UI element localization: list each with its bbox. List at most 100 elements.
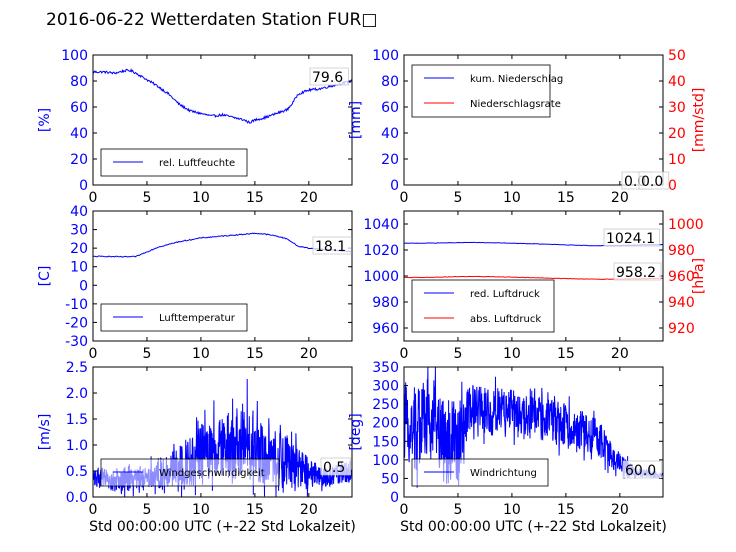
legend: Windrichtung	[411, 458, 549, 487]
y-tick-label: 0	[390, 490, 399, 506]
x-tick-label: 5	[142, 190, 151, 206]
last-value-box	[312, 236, 352, 255]
last-value-box	[309, 67, 349, 86]
plot-frame	[92, 366, 353, 498]
legend-label: Windgeschwindigkeit	[159, 468, 265, 479]
legend-frame	[411, 64, 551, 118]
last-value-label: 60.0	[625, 463, 656, 479]
y2-tick-label: 30	[668, 100, 686, 116]
legend-label: red. Luftdruck	[470, 289, 540, 300]
x-tick-label: 20	[300, 346, 318, 362]
y-tick-label: 20	[70, 152, 88, 168]
y-tick-label: 2.0	[66, 386, 88, 402]
legend: Windgeschwindigkeit	[100, 458, 280, 487]
y-tick-label: -10	[65, 297, 88, 313]
x-tick-label: 20	[300, 502, 318, 518]
x-tick-label: 5	[453, 346, 462, 362]
y-tick-label: 100	[61, 48, 88, 64]
y2-tick-label: 960	[668, 269, 695, 285]
y-tick-label: 1040	[363, 217, 399, 233]
panel-4: 0 5 10 15 20 960 980 1000 1020 1040 920 940 960 980 10…	[363, 210, 707, 362]
x-tick-label: 5	[453, 190, 462, 206]
y-tick-label: 60	[381, 100, 399, 116]
x-tick-label: 0	[400, 502, 409, 518]
y-tick-label: 20	[381, 152, 399, 168]
y-tick-label: 2.5	[66, 360, 88, 376]
series-line-1	[93, 232, 352, 258]
y2-axis-label: [hPa]	[691, 258, 707, 294]
plot-frame	[403, 366, 664, 498]
x-tick-label: 20	[611, 502, 629, 518]
y-tick-label: 40	[381, 126, 399, 142]
legend-label: Niederschlagsrate	[470, 99, 561, 110]
y-tick-label: 40	[70, 204, 88, 220]
x-tick-label: 10	[503, 190, 521, 206]
y-tick-label: 20	[70, 241, 88, 257]
y-tick-label: 40	[70, 126, 88, 142]
legend-label: rel. Luftfeuchte	[159, 158, 235, 169]
legend-label: Windrichtung	[470, 468, 537, 479]
y-axis-label: [m/s]	[37, 414, 53, 451]
x-tick-label: 0	[400, 346, 409, 362]
panel-1: 0 5 10 15 20 0 20 40 60 80 100 [%] rel. Luftfeuchte 7…	[37, 48, 353, 206]
x-tick-label: 0	[89, 190, 98, 206]
x-tick-label: 5	[453, 502, 462, 518]
legend-label: abs. Luftdruck	[470, 314, 541, 325]
y-tick-label: 0	[79, 178, 88, 194]
legend-frame	[411, 279, 555, 333]
y-tick-label: -20	[65, 315, 88, 331]
y-tick-label: 100	[372, 48, 399, 64]
x-tick-label: 15	[557, 502, 575, 518]
y2-tick-label: 0	[668, 178, 677, 194]
y2-tick-label: 920	[668, 321, 695, 337]
y-tick-label: 300	[372, 379, 399, 395]
y2-tick-label: 10	[668, 152, 686, 168]
y-tick-label: 200	[372, 416, 399, 432]
legend: Lufttemperatur	[100, 303, 248, 332]
x-tick-label: 5	[142, 502, 151, 518]
x-tick-label: 0	[400, 190, 409, 206]
y2-tick-label: 980	[668, 243, 695, 259]
figure-title: 2016-06-22 Wetterdaten Station FUR□	[46, 10, 377, 30]
x-tick-label: 15	[246, 346, 264, 362]
panel-5: 0 5 10 15 20 0.0 0.5 1.0 1.5 2.0 2.5 [m/s] Std 00:00…	[37, 360, 356, 535]
legend: kum. Niederschlag Niederschlagsrate	[411, 64, 563, 118]
y-tick-label: 0	[79, 278, 88, 294]
last-value-box	[622, 460, 662, 479]
y-tick-label: 1.0	[66, 438, 88, 454]
panel-3: 0 5 10 15 20 -30 -20 -10 0 10 20 30 40 [C] Lufttempera…	[37, 204, 353, 362]
x-tick-label: 15	[246, 190, 264, 206]
x-tick-label: 10	[192, 502, 210, 518]
y-axis-label: [C]	[37, 266, 53, 287]
y-tick-label: 980	[372, 295, 399, 311]
y-tick-label: -30	[65, 334, 88, 350]
last-value-label: 18.1	[315, 239, 346, 255]
plot-frame	[403, 54, 664, 186]
y-tick-label: 1020	[363, 243, 399, 259]
x-tick-label: 15	[557, 346, 575, 362]
x-tick-label: 20	[611, 190, 629, 206]
legend-label: kum. Niederschlag	[470, 74, 563, 85]
x-tick-label: 20	[611, 346, 629, 362]
y-tick-label: 100	[372, 453, 399, 469]
series-group	[93, 68, 352, 125]
x-tick-label: 5	[142, 346, 151, 362]
x-tick-label: 10	[192, 346, 210, 362]
y-tick-label: 0.0	[66, 490, 88, 506]
y-tick-label: 30	[70, 223, 88, 239]
x-tick-label: 15	[246, 502, 264, 518]
legend: rel. Luftfeuchte	[100, 148, 248, 177]
last-value-box	[638, 171, 670, 190]
y2-tick-label: 1000	[668, 217, 704, 233]
y2-tick-label: 50	[668, 48, 686, 64]
legend-label: Lufttemperatur	[159, 313, 236, 324]
last-value-box	[603, 228, 660, 247]
plot-frame	[92, 54, 353, 186]
x-tick-label: 10	[503, 502, 521, 518]
last-value-label: 958.2	[616, 265, 656, 281]
y-tick-label: 150	[372, 434, 399, 450]
plot-frame	[92, 210, 353, 342]
